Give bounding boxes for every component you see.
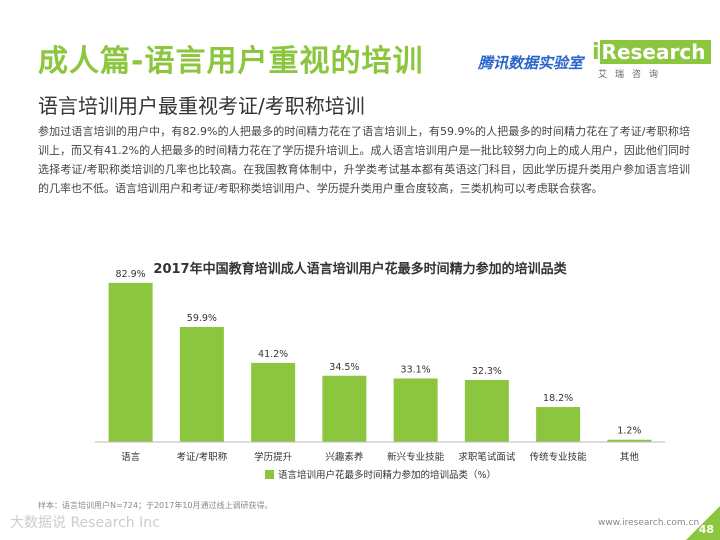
legend-label: 语言培训用户花最多时间精力参加的培训品类（%） xyxy=(278,469,496,481)
x-tick-label: 其他 xyxy=(620,451,640,463)
x-tick-label: 传统专业技能 xyxy=(530,451,588,463)
footer-url: www.iresearch.com.cn xyxy=(598,518,700,528)
x-tick-label: 求职笔试面试 xyxy=(458,451,516,463)
logo-subtitle: 艾瑞咨询 xyxy=(598,70,667,80)
bar-1 xyxy=(179,326,224,442)
bar-5 xyxy=(464,379,509,442)
bar-value-label: 82.9% xyxy=(116,270,146,280)
bar-7 xyxy=(607,439,652,442)
page-subtitle: 语言培训用户最重视考证/考职称培训 xyxy=(38,94,365,118)
legend: 语言培训用户花最多时间精力参加的培训品类（%） xyxy=(265,469,496,481)
bar-value-label: 59.9% xyxy=(187,313,217,324)
tencent-lab-logo: 腾讯数据实验室 xyxy=(478,54,584,72)
x-tick-label: 考证/考职称 xyxy=(177,451,228,463)
bar-3 xyxy=(322,375,367,442)
iresearch-logo: i Research 艾瑞咨询 xyxy=(592,40,712,80)
page-title: 成人篇-语言用户重视的培训 xyxy=(38,44,424,79)
chart-title: 2017年中国教育培训成人语言培训用户花最多时间精力参加的培训品类 xyxy=(153,262,567,277)
logo-word: Research xyxy=(599,40,712,64)
x-tick-label: 学历提升 xyxy=(254,451,293,463)
page-number: 48 xyxy=(698,523,714,536)
bar-0 xyxy=(108,282,153,442)
logo-i: i xyxy=(592,40,600,65)
sample-note: 样本：语言培训用户N=724；于2017年10月通过线上调研获得。 xyxy=(38,501,273,510)
bar-value-label: 18.2% xyxy=(543,393,573,404)
bar-value-label: 1.2% xyxy=(617,426,641,437)
legend-swatch xyxy=(265,470,274,479)
x-tick-label: 语言 xyxy=(121,451,141,463)
x-tick-label: 兴趣素养 xyxy=(325,451,364,463)
corner-decoration xyxy=(686,506,720,540)
bar-value-label: 41.2% xyxy=(258,349,288,360)
bar-value-label: 34.5% xyxy=(329,362,359,373)
description-paragraph: 参加过语言培训的用户中，有82.9%的人把最多的时间精力花在了语言培训上，有59… xyxy=(38,125,690,195)
bar-2 xyxy=(251,362,296,442)
bar-chart: 82.9%59.9%41.2%34.5% 33.1% 32.3%18.2%1.2% … xyxy=(95,270,665,481)
x-tick-label: 新兴专业技能 xyxy=(387,451,445,463)
watermark: 大数据说 Research Inc xyxy=(10,515,160,531)
bar-value-label: 32.3% xyxy=(472,366,502,377)
bar-4 xyxy=(393,378,438,442)
bar-6 xyxy=(536,407,581,442)
bar-value-label: 33.1% xyxy=(401,364,431,375)
